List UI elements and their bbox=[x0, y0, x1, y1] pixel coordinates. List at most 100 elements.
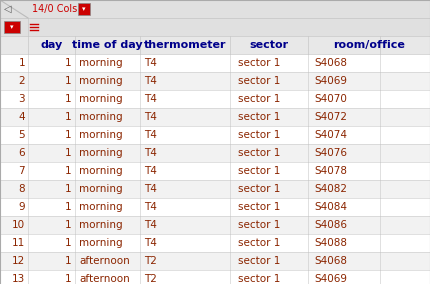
Text: T4: T4 bbox=[144, 58, 157, 68]
Text: T4: T4 bbox=[144, 112, 157, 122]
Text: sector 1: sector 1 bbox=[238, 76, 280, 86]
Text: ▾: ▾ bbox=[10, 24, 14, 30]
Bar bbox=[0, 108, 430, 126]
Text: 5: 5 bbox=[18, 130, 25, 140]
Text: sector 1: sector 1 bbox=[238, 220, 280, 230]
Text: 8: 8 bbox=[18, 184, 25, 194]
Text: 4: 4 bbox=[18, 112, 25, 122]
Text: afternoon: afternoon bbox=[79, 256, 130, 266]
Text: morning: morning bbox=[79, 220, 123, 230]
Bar bbox=[0, 36, 430, 54]
Text: 1: 1 bbox=[64, 202, 71, 212]
Text: thermometer: thermometer bbox=[144, 40, 226, 50]
Text: S4072: S4072 bbox=[314, 112, 347, 122]
Text: morning: morning bbox=[79, 238, 123, 248]
Bar bbox=[0, 144, 430, 162]
Text: 2: 2 bbox=[18, 76, 25, 86]
Text: room/office: room/office bbox=[333, 40, 405, 50]
Text: 10: 10 bbox=[12, 220, 25, 230]
Text: 1: 1 bbox=[64, 130, 71, 140]
Text: sector 1: sector 1 bbox=[238, 166, 280, 176]
Text: S4074: S4074 bbox=[314, 130, 347, 140]
Text: T4: T4 bbox=[144, 202, 157, 212]
Text: T4: T4 bbox=[144, 94, 157, 104]
Text: time of day: time of day bbox=[72, 40, 143, 50]
Text: S4068: S4068 bbox=[314, 256, 347, 266]
Text: sector 1: sector 1 bbox=[238, 238, 280, 248]
Bar bbox=[0, 126, 430, 144]
Text: 12: 12 bbox=[12, 256, 25, 266]
Bar bbox=[0, 180, 430, 198]
Text: sector 1: sector 1 bbox=[238, 274, 280, 284]
Text: 1: 1 bbox=[64, 256, 71, 266]
Text: 9: 9 bbox=[18, 202, 25, 212]
Text: sector 1: sector 1 bbox=[238, 94, 280, 104]
Text: 1: 1 bbox=[64, 220, 71, 230]
Text: 6: 6 bbox=[18, 148, 25, 158]
Bar bbox=[4, 21, 20, 33]
Text: 1: 1 bbox=[64, 184, 71, 194]
Text: 1: 1 bbox=[18, 58, 25, 68]
Text: morning: morning bbox=[79, 184, 123, 194]
Bar bbox=[78, 3, 90, 15]
Text: 14/0 Cols: 14/0 Cols bbox=[32, 4, 77, 14]
Text: 1: 1 bbox=[64, 274, 71, 284]
Text: 1: 1 bbox=[64, 166, 71, 176]
Text: sector 1: sector 1 bbox=[238, 58, 280, 68]
Text: sector 1: sector 1 bbox=[238, 202, 280, 212]
Text: 1: 1 bbox=[64, 148, 71, 158]
Text: sector 1: sector 1 bbox=[238, 130, 280, 140]
Text: S4088: S4088 bbox=[314, 238, 347, 248]
Text: S4078: S4078 bbox=[314, 166, 347, 176]
Bar bbox=[0, 162, 430, 180]
Text: day: day bbox=[40, 40, 63, 50]
Text: morning: morning bbox=[79, 130, 123, 140]
Text: S4070: S4070 bbox=[314, 94, 347, 104]
Text: S4069: S4069 bbox=[314, 76, 347, 86]
Bar bbox=[0, 270, 430, 284]
Text: sector 1: sector 1 bbox=[238, 148, 280, 158]
Bar bbox=[0, 216, 430, 234]
Bar bbox=[0, 234, 430, 252]
Text: T4: T4 bbox=[144, 166, 157, 176]
Text: morning: morning bbox=[79, 112, 123, 122]
Text: sector 1: sector 1 bbox=[238, 184, 280, 194]
Text: 11: 11 bbox=[12, 238, 25, 248]
Text: morning: morning bbox=[79, 76, 123, 86]
Text: T4: T4 bbox=[144, 184, 157, 194]
Text: T4: T4 bbox=[144, 76, 157, 86]
Text: S4082: S4082 bbox=[314, 184, 347, 194]
Text: 1: 1 bbox=[64, 94, 71, 104]
Text: T2: T2 bbox=[144, 274, 157, 284]
Text: S4068: S4068 bbox=[314, 58, 347, 68]
Bar bbox=[0, 72, 430, 90]
Text: ▾: ▾ bbox=[82, 6, 86, 12]
Text: sector: sector bbox=[249, 40, 289, 50]
Text: 1: 1 bbox=[64, 238, 71, 248]
Text: S4076: S4076 bbox=[314, 148, 347, 158]
Text: morning: morning bbox=[79, 166, 123, 176]
Text: 13: 13 bbox=[12, 274, 25, 284]
Text: sector 1: sector 1 bbox=[238, 112, 280, 122]
Text: S4084: S4084 bbox=[314, 202, 347, 212]
Bar bbox=[0, 198, 430, 216]
Bar bbox=[0, 54, 430, 72]
Text: 7: 7 bbox=[18, 166, 25, 176]
Text: sector 1: sector 1 bbox=[238, 256, 280, 266]
Text: T4: T4 bbox=[144, 220, 157, 230]
Text: morning: morning bbox=[79, 202, 123, 212]
Bar bbox=[0, 90, 430, 108]
Text: 1: 1 bbox=[64, 112, 71, 122]
Text: morning: morning bbox=[79, 58, 123, 68]
Text: S4086: S4086 bbox=[314, 220, 347, 230]
Text: 3: 3 bbox=[18, 94, 25, 104]
Bar bbox=[0, 252, 430, 270]
Bar bbox=[0, 18, 430, 36]
Text: T2: T2 bbox=[144, 256, 157, 266]
Text: ◁: ◁ bbox=[4, 4, 12, 14]
Text: 1: 1 bbox=[64, 58, 71, 68]
Text: 1: 1 bbox=[64, 76, 71, 86]
Text: T4: T4 bbox=[144, 130, 157, 140]
Text: morning: morning bbox=[79, 148, 123, 158]
Text: afternoon: afternoon bbox=[79, 274, 130, 284]
